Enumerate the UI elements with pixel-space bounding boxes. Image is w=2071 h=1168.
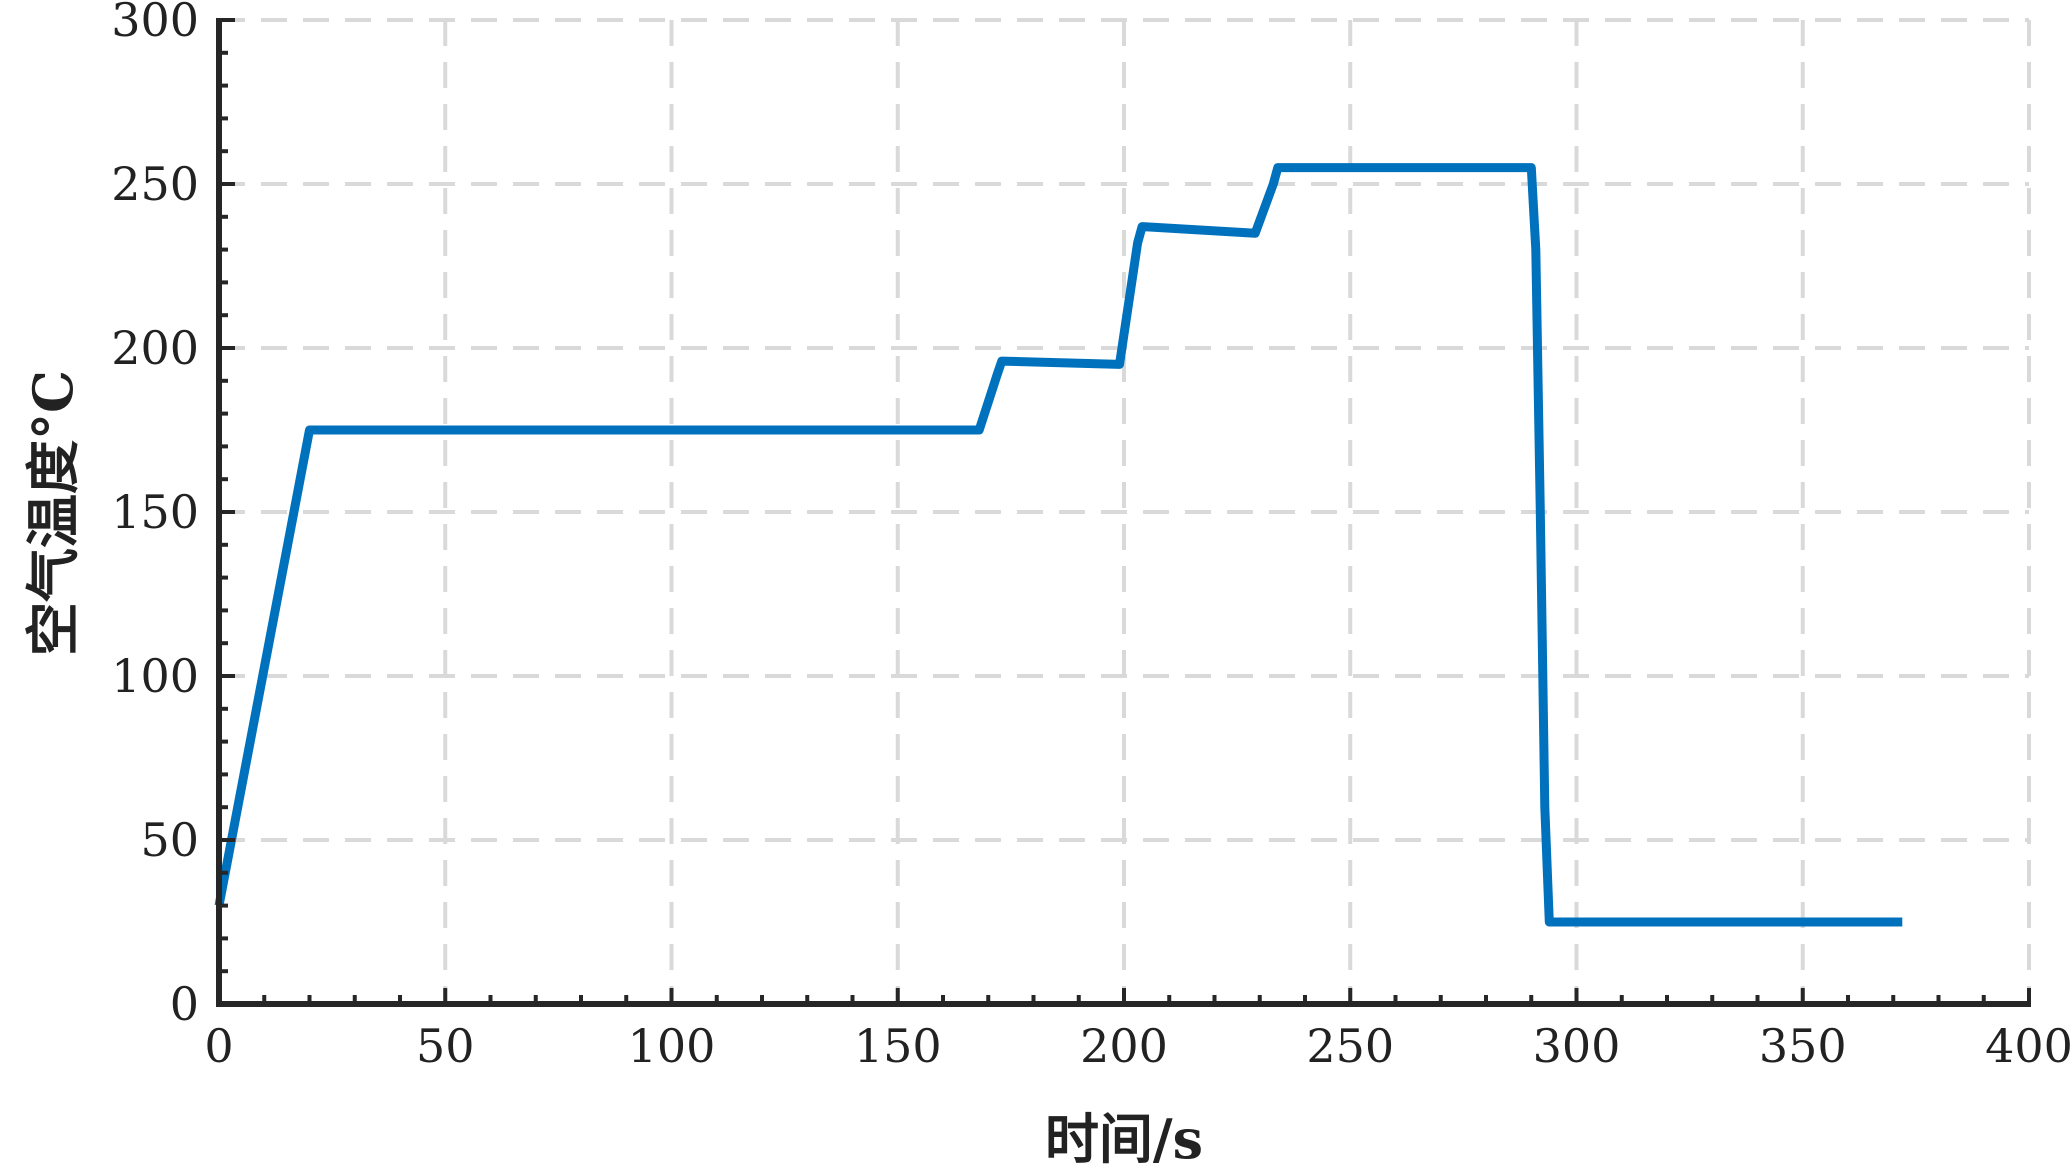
x-tick-label: 0	[204, 1019, 233, 1073]
x-tick-label: 400	[1985, 1019, 2071, 1073]
x-tick-label: 50	[416, 1019, 475, 1073]
y-tick-label: 150	[111, 485, 199, 539]
y-tick-label: 250	[111, 157, 199, 211]
series-line	[214, 163, 1903, 927]
y-tick-label: 100	[111, 649, 199, 703]
x-tick-label: 250	[1306, 1019, 1394, 1073]
tick-labels: 0 50 100 150 200 250 300 350 400 0 50 100 150 200 250 3…	[111, 0, 2071, 1073]
x-tick-label: 200	[1080, 1019, 1168, 1073]
y-tick-label: 200	[111, 321, 199, 375]
y-tick-label: 50	[140, 813, 199, 867]
x-tick-label: 150	[854, 1019, 942, 1073]
x-tick-label: 350	[1759, 1019, 1847, 1073]
y-axis-label: 空气温度°C	[21, 370, 85, 656]
y-tick-label: 0	[170, 977, 199, 1031]
axes	[216, 18, 2031, 1007]
y-tick-label: 300	[111, 0, 199, 47]
x-tick-label: 100	[628, 1019, 716, 1073]
series-line-group	[214, 163, 1903, 927]
grid	[219, 18, 2031, 1004]
x-tick-label: 300	[1533, 1019, 1621, 1073]
x-axis-label: 时间/s	[1045, 1107, 1203, 1168]
